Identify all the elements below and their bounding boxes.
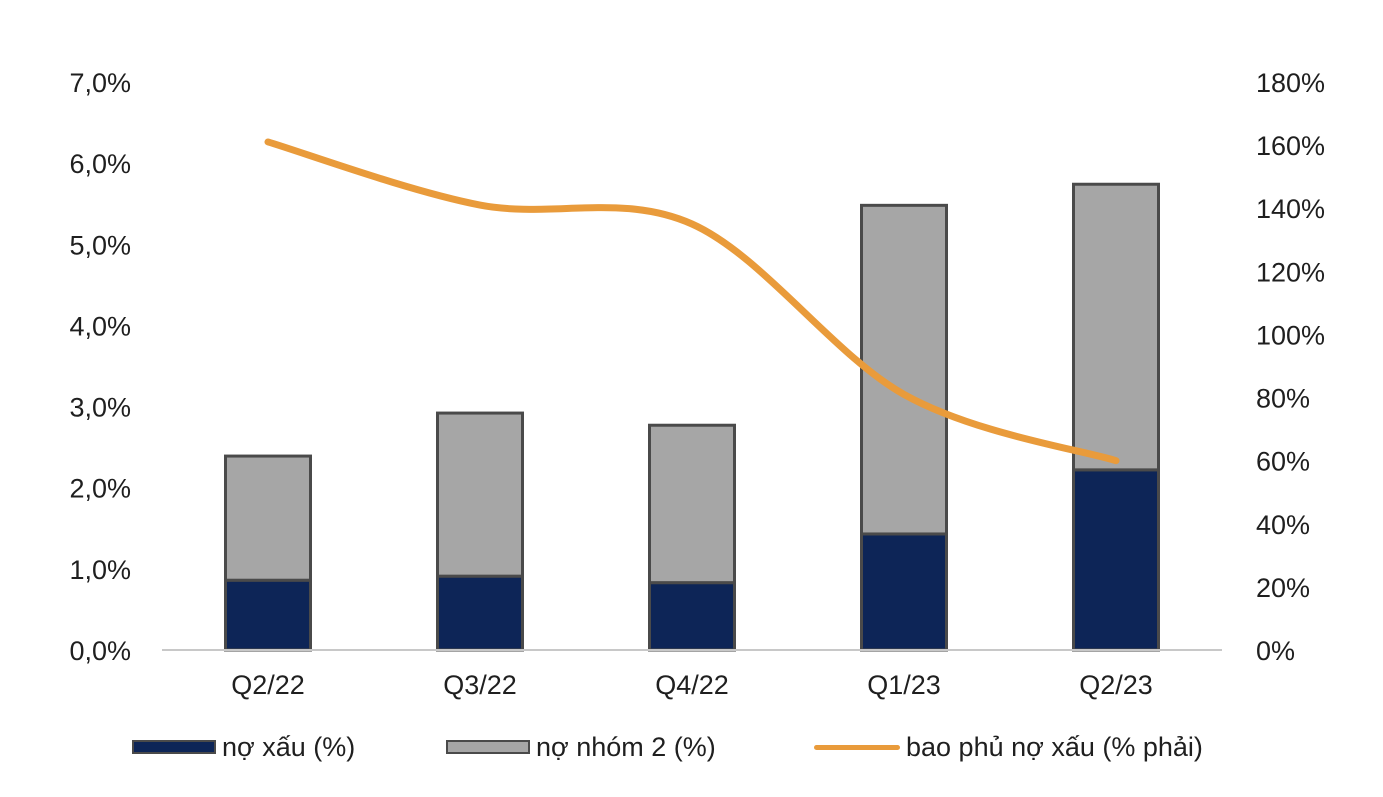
legend-item-no-nhom-2: nợ nhóm 2 (%) (446, 722, 716, 772)
left-tick-label: 2,0% (69, 474, 131, 504)
bar-no-nhom-2 (648, 423, 736, 585)
bar-no-nhom-2 (436, 411, 524, 578)
right-tick-label: 140% (1256, 194, 1325, 224)
right-tick-label: 160% (1256, 131, 1325, 161)
coverage-line (264, 138, 1120, 465)
right-tick-label: 80% (1256, 384, 1310, 414)
left-tick-label: 4,0% (69, 311, 131, 341)
bar-no-xau (1072, 468, 1160, 652)
x-category-label: Q2/23 (1079, 670, 1153, 700)
left-axis-ticks: 0,0% 1,0% 2,0% 3,0% 4,0% 5,0% 6,0% 7,0% (69, 68, 131, 666)
bar-no-nhom-2 (1072, 182, 1160, 472)
x-category-label: Q2/22 (231, 670, 305, 700)
right-tick-label: 0% (1256, 636, 1295, 666)
x-category-label: Q1/23 (867, 670, 941, 700)
bar-no-xau (860, 532, 948, 652)
left-tick-label: 1,0% (69, 555, 131, 585)
legend-label-bao-phu: bao phủ nợ xấu (% phải) (906, 731, 1203, 762)
legend-swatch-no-nhom-2 (446, 740, 530, 754)
x-axis-categories: Q2/22 Q3/22 Q4/22 Q1/23 Q2/23 (231, 670, 1153, 700)
right-axis-ticks: 0% 20% 40% 60% 80% 100% 120% 140% 160% 180% (1256, 68, 1325, 666)
left-tick-label: 0,0% (69, 636, 131, 666)
x-category-label: Q3/22 (443, 670, 517, 700)
legend-item-no-xau: nợ xấu (%) (132, 722, 355, 772)
bar-no-nhom-2 (860, 203, 948, 536)
chart-canvas: 0,0% 1,0% 2,0% 3,0% 4,0% 5,0% 6,0% 7,0% 0% 20% 40… (69, 68, 1325, 700)
left-tick-label: 6,0% (69, 149, 131, 179)
right-tick-label: 180% (1256, 68, 1325, 98)
legend-swatch-no-xau (132, 740, 216, 754)
legend: nợ xấu (%) nợ nhóm 2 (%) bao phủ nợ xấu … (0, 722, 1383, 772)
x-category-label: Q4/22 (655, 670, 729, 700)
bar-series (224, 182, 1160, 652)
bar-no-nhom-2 (224, 454, 312, 582)
right-tick-label: 120% (1256, 257, 1325, 287)
bar-no-xau (224, 578, 312, 652)
left-tick-label: 3,0% (69, 393, 131, 423)
left-tick-label: 5,0% (69, 230, 131, 260)
bar-no-xau (648, 581, 736, 652)
legend-swatch-bao-phu (814, 744, 900, 750)
right-tick-label: 60% (1256, 447, 1310, 477)
legend-item-bao-phu: bao phủ nợ xấu (% phải) (814, 722, 1203, 772)
legend-label-no-nhom-2: nợ nhóm 2 (%) (536, 731, 716, 762)
right-tick-label: 20% (1256, 573, 1310, 603)
left-tick-label: 7,0% (69, 68, 131, 98)
right-tick-label: 40% (1256, 510, 1310, 540)
right-tick-label: 100% (1256, 320, 1325, 350)
bar-no-xau (436, 574, 524, 652)
legend-label-no-xau: nợ xấu (%) (222, 731, 356, 762)
